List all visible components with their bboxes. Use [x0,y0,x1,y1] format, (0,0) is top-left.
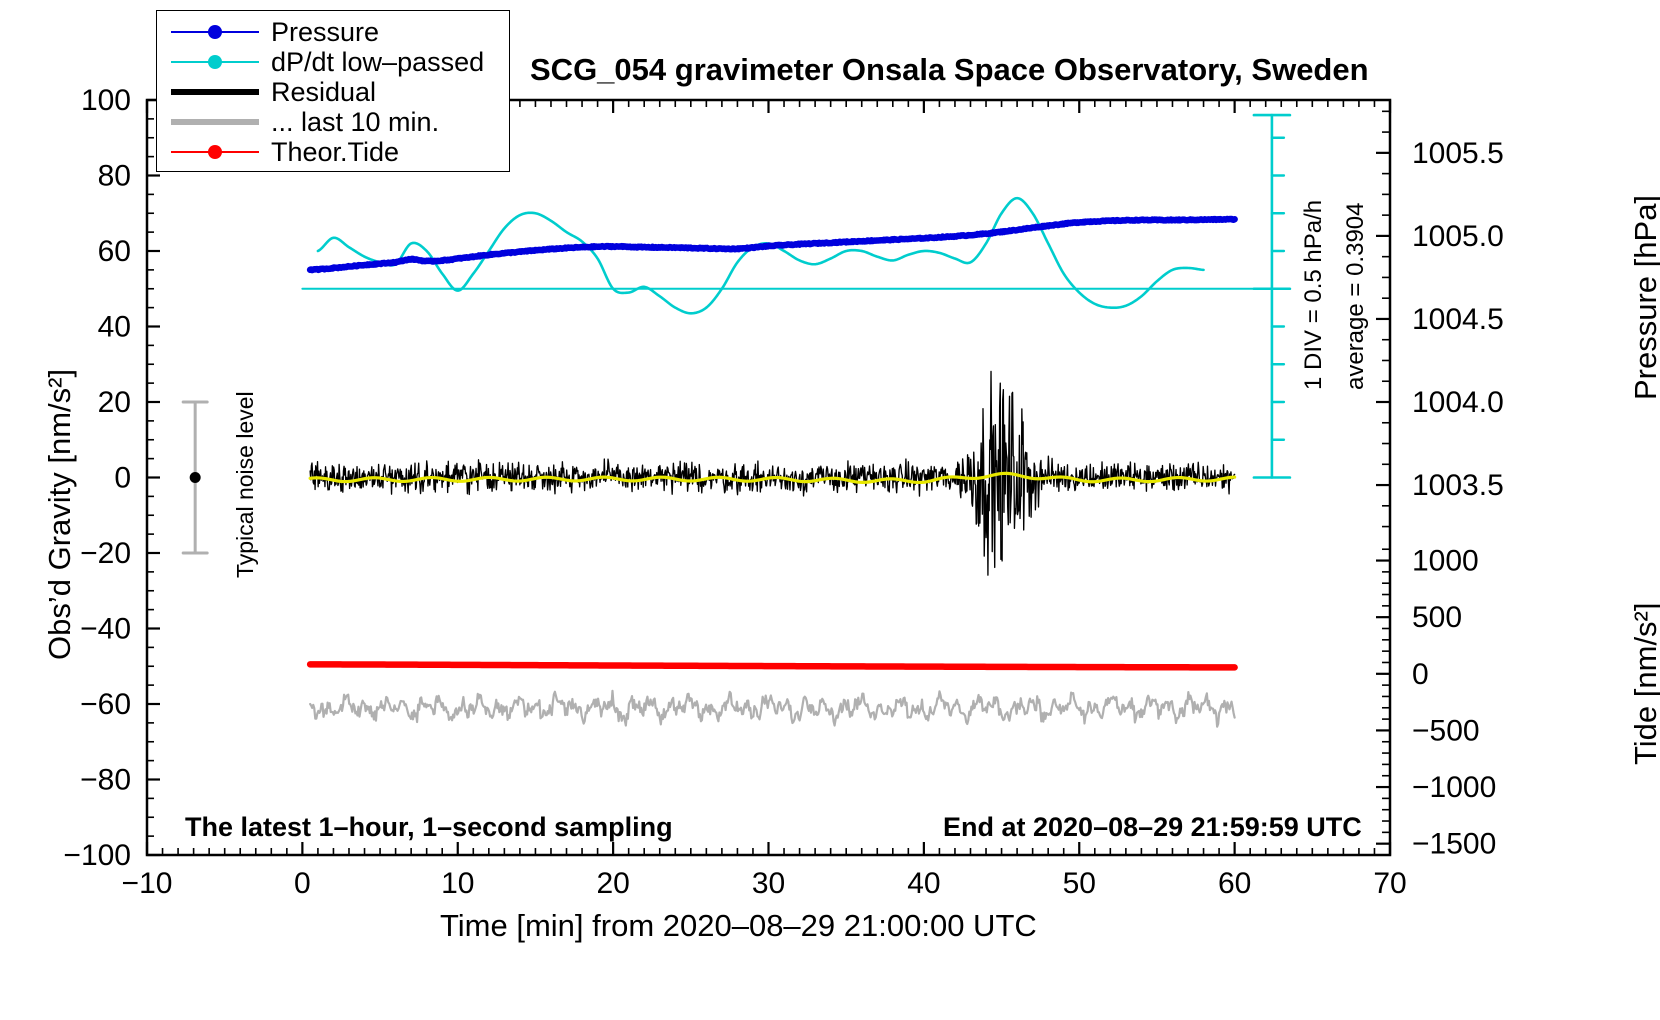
y-tick-label: 60 [98,235,131,268]
y-tick-label: −60 [80,688,131,721]
pressure-tick-text: 1004.5 [1412,303,1504,336]
y-tick-label: 0 [114,462,131,495]
series-pressure [306,215,1238,274]
x-tick-label: 30 [752,867,785,900]
y-axis-title: Obs’d Gravity [nm/s²] [42,368,77,660]
x-tick-label: 60 [1218,867,1251,900]
legend-swatch-2 [171,51,259,73]
pressure-tick-text: 1005.5 [1412,137,1504,170]
series-residual-smoothed [308,471,1237,485]
tide-tick-text: 1000 [1412,545,1479,578]
legend-swatch-3 [171,81,259,103]
x-tick-label: −10 [122,867,173,900]
tide-axis-title: Tide [nm/s²] [1628,602,1660,766]
page-title: SCG_054 gravimeter Onsala Space Observat… [530,52,1369,87]
series-theor-tide [306,661,1238,671]
legend-marker-dot-icon [208,145,222,159]
noise-level-label: Typical noise level [232,391,258,578]
legend-item-label: Pressure [271,17,380,47]
x-tick-label: 10 [441,867,474,900]
legend-swatch-4 [171,111,259,133]
legend-item[interactable]: ... last 10 min. [157,107,509,137]
tide-tick-text: −1500 [1412,828,1496,861]
legend-line-icon [171,119,259,125]
y-tick-label: −40 [80,613,131,646]
tide-tick-text: 0 [1412,658,1429,691]
legend-item-label: Residual [271,77,377,107]
legend-swatch-1 [171,21,259,43]
x-tick-label: 70 [1373,867,1406,900]
pressure-tick-text: 1003.5 [1412,469,1504,502]
bottom-left-note: The latest 1–hour, 1–second sampling [185,812,673,842]
series-dpdt-lowpassed [316,196,1205,315]
series-residual [309,370,1236,576]
legend-item-label: Theor.Tide [271,137,400,167]
tide-tick-text: −500 [1412,714,1480,747]
series-last-10-min [309,689,1236,728]
pressure-axis-title: Pressure [hPa] [1628,194,1660,400]
legend: Pressure dP/dt low–passed Residual... last… [156,10,510,172]
y-tick-label: 20 [98,386,131,419]
bottom-right-note: End at 2020–08–29 21:59:59 UTC [943,812,1362,842]
scalebar-div-label: 1 DIV = 0.5 hPa/h [1300,199,1327,390]
y-tick-label: −80 [80,764,131,797]
x-tick-label: 50 [1063,867,1096,900]
legend-item[interactable]: Theor.Tide [157,137,509,167]
legend-item[interactable]: dP/dt low–passed [157,47,509,77]
pressure-tick-text: 1004.0 [1412,386,1504,419]
noise-level-dot [189,472,201,483]
legend-item[interactable]: Residual [157,77,509,107]
legend-item[interactable]: Pressure [157,17,509,47]
legend-item-label: dP/dt low–passed [271,47,485,77]
y-tick-label: 40 [98,311,131,344]
y-tick-label: −20 [80,537,131,570]
tide-tick-text: 500 [1412,601,1462,634]
x-tick-label: 20 [596,867,629,900]
legend-swatch-5 [171,141,259,163]
tide-tick-text: −1000 [1412,771,1496,804]
x-axis-title: Time [min] from 2020–08–29 21:00:00 UTC [440,908,1037,943]
y-tick-label: 100 [81,84,131,117]
x-tick-label: 0 [294,867,311,900]
legend-item-label: ... last 10 min. [271,107,440,137]
scalebar-average-label: average = 0.3904 [1342,202,1369,391]
y-tick-label: −100 [63,839,131,872]
y-tick-label: 80 [98,160,131,193]
legend-marker-dot-icon [208,55,222,69]
legend-line-icon [171,89,259,95]
pressure-tick-text: 1005.0 [1412,220,1504,253]
x-tick-label: 40 [907,867,940,900]
legend-marker-dot-icon [208,25,222,39]
